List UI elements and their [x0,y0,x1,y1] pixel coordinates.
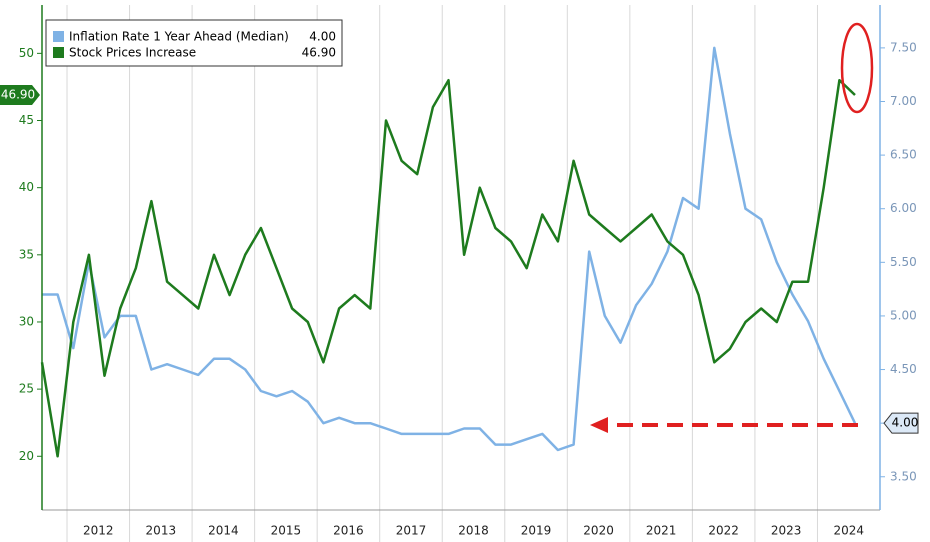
legend-box [45,19,343,67]
x-tick-label: 2013 [146,524,177,538]
x-tick-label: 2022 [708,524,739,538]
legend-swatch [53,31,64,42]
y-tick-label: 20 [19,449,34,463]
y2-tick-label: 4.50 [890,362,917,376]
value-flag-label: 4.00 [892,416,919,430]
x-tick-label: 2021 [646,524,677,538]
y-tick-label: 35 [19,247,34,261]
y-tick-label: 30 [19,314,34,328]
value-flag [883,412,919,434]
legend-value: 4.00 [309,30,336,44]
x-tick-label: 2014 [208,524,239,538]
value-flag [0,84,40,105]
x-tick-label: 2023 [771,524,802,538]
legend: Inflation Rate 1 Year Ahead (Median) 4.0… [45,19,343,67]
y-tick-label: 50 [19,46,34,60]
x-tick-label: 2016 [333,524,364,538]
y2-tick-label: 7.00 [890,94,917,108]
series-line [40,78,856,458]
x-tick-label: 2018 [458,524,489,538]
grid [66,5,818,542]
y2-tick-label: 3.50 [890,469,917,483]
axes: 2012 2013 2014 2015 2016 2017 2018 2019 2020 2021… [0,5,919,538]
x-tick-label: 2015 [271,524,302,538]
y2-tick-label: 6.50 [890,148,917,162]
value-flag-label: 46.90 [1,87,35,101]
x-tick-label: 2019 [521,524,552,538]
legend-label: Stock Prices Increase [69,46,196,60]
y-tick-label: 40 [19,180,34,194]
x-tick-label: 2024 [833,524,864,538]
legend-swatch [53,47,64,58]
lines [40,46,857,458]
legend-value: 46.90 [302,46,336,60]
y2-tick-label: 6.00 [890,201,917,215]
legend-label: Inflation Rate 1 Year Ahead (Median) [69,30,289,44]
x-tick-label: 2017 [396,524,427,538]
y-tick-label: 25 [19,382,34,396]
arrow-head [590,417,608,433]
series-line [42,46,857,452]
y2-tick-label: 5.50 [890,255,917,269]
y2-tick-label: 5.00 [890,308,917,322]
x-tick-label: 2012 [83,524,114,538]
y2-tick-label: 7.50 [890,40,917,54]
x-tick-label: 2020 [583,524,614,538]
highlight-ellipse [840,22,874,114]
y-tick-label: 45 [19,113,34,127]
